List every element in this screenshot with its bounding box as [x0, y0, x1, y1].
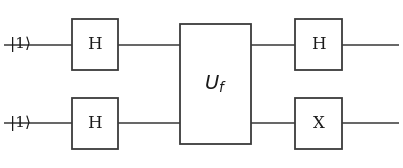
Text: H: H	[87, 36, 102, 53]
Text: H: H	[311, 36, 326, 53]
Text: |1⟩: |1⟩	[10, 116, 31, 131]
Text: H: H	[87, 115, 102, 132]
Bar	[72, 19, 118, 70]
Bar	[72, 98, 118, 149]
Text: $U_f$: $U_f$	[204, 73, 227, 95]
Text: X: X	[312, 115, 324, 132]
Bar	[295, 19, 342, 70]
Bar	[181, 24, 251, 144]
Text: |1⟩: |1⟩	[10, 37, 31, 52]
Bar	[295, 98, 342, 149]
